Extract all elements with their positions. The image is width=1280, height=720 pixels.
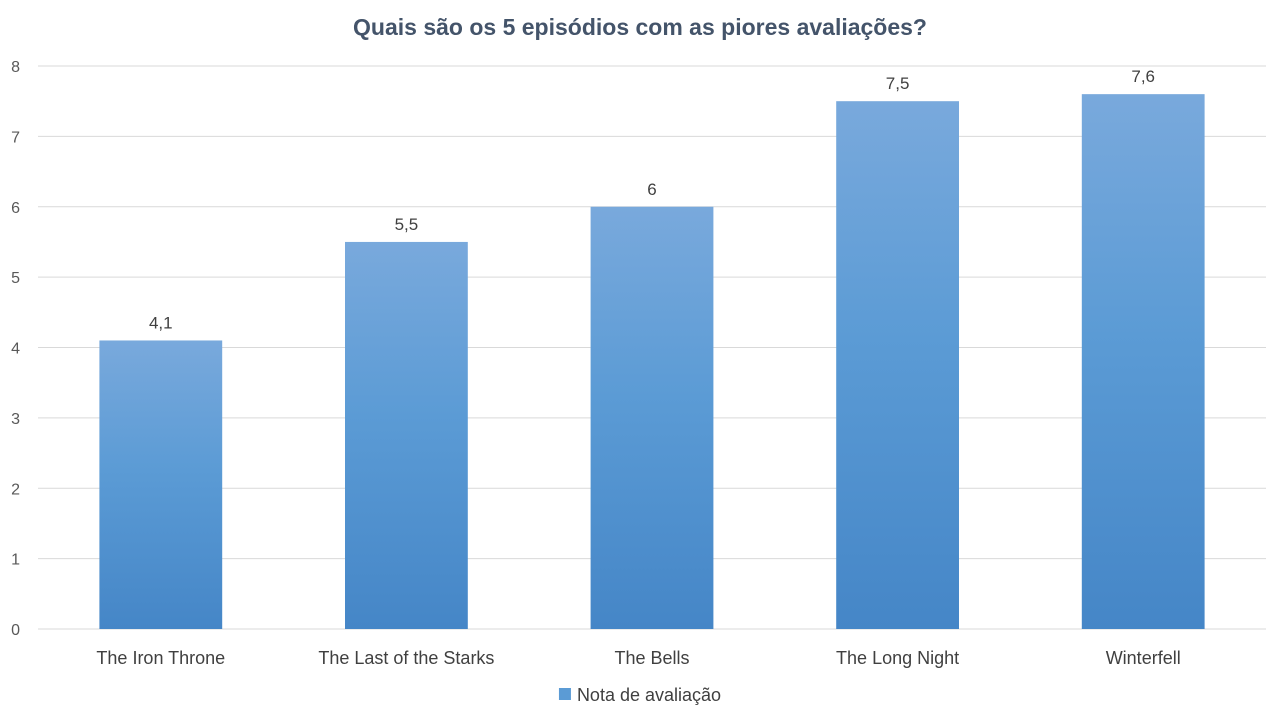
y-tick-label: 6 <box>11 200 20 217</box>
y-tick-label: 5 <box>11 270 20 287</box>
legend-swatch <box>558 688 571 700</box>
bar <box>1081 94 1205 629</box>
bar <box>836 101 959 629</box>
y-tick-label: 2 <box>11 481 20 498</box>
y-tick-label: 7 <box>11 129 20 146</box>
y-tick-label: 8 <box>11 59 20 76</box>
bar <box>345 241 468 629</box>
chart-title: Quais são os 5 episódios com as piores a… <box>353 14 927 40</box>
bar <box>99 340 223 629</box>
y-tick-label: 4 <box>11 341 20 358</box>
x-category-label: The Long Night <box>836 648 959 668</box>
y-tick-label: 1 <box>11 552 20 569</box>
x-category-label: Winterfell <box>1106 648 1181 668</box>
data-label: 4,1 <box>149 313 173 332</box>
data-label: 7,6 <box>1131 67 1155 86</box>
data-label: 6 <box>647 180 656 199</box>
x-category-label: The Last of the Starks <box>318 648 494 668</box>
legend: Nota de avaliação <box>558 685 721 705</box>
legend-label: Nota de avaliação <box>577 685 721 705</box>
data-label: 7,5 <box>886 74 910 93</box>
bar <box>590 206 714 629</box>
y-tick-label: 0 <box>11 622 20 639</box>
data-label: 5,5 <box>395 215 419 234</box>
x-category-label: The Iron Throne <box>96 648 225 668</box>
x-category-label: The Bells <box>614 648 689 668</box>
y-tick-label: 3 <box>11 411 20 428</box>
